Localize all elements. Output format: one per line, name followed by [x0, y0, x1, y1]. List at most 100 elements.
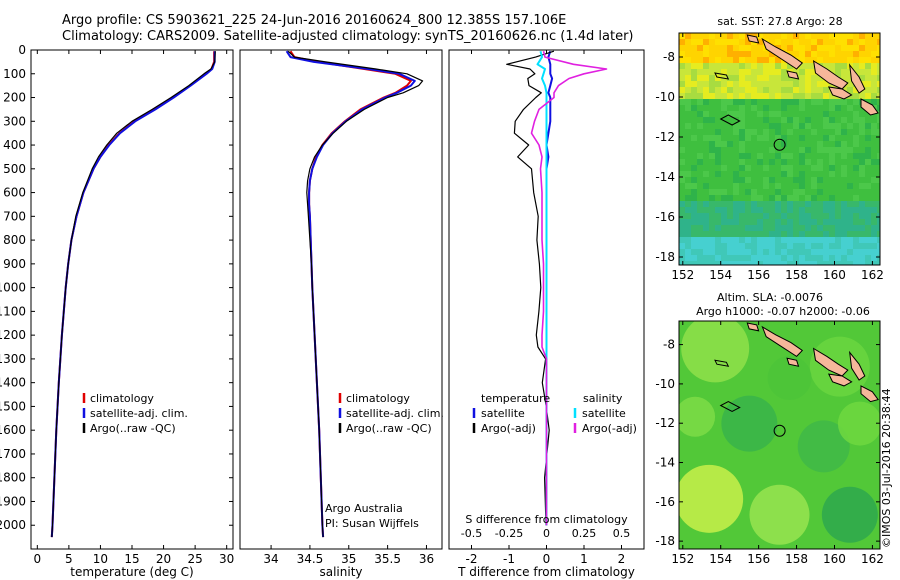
- map-sst_map: 152 154 156 158 160 162 -8 -10 -12 -14 -16 -18: [655, 32, 884, 282]
- y-tick-label: -10: [655, 377, 675, 391]
- x-tick-label: 154: [709, 552, 732, 566]
- legend-title-temperature: temperature: [481, 392, 550, 405]
- x-tick-label: 30: [219, 552, 234, 566]
- x-tick-label: -1: [503, 552, 515, 566]
- x-tick-label: 1: [580, 552, 588, 566]
- y-tick-label: -12: [655, 130, 675, 144]
- sst-map-title: sat. SST: 27.8 Argo: 28: [717, 15, 842, 28]
- island-shape: [761, 325, 804, 358]
- y-tick-label: -14: [655, 170, 675, 184]
- plot-frame-salinity: [239, 49, 443, 550]
- legend-label: satellite: [582, 407, 626, 420]
- x-axis-label: temperature (deg C): [70, 565, 193, 579]
- y-tick-label: 700: [3, 209, 26, 223]
- y-tick-label: 1100: [0, 304, 26, 318]
- y-tick-label: 1000: [0, 281, 26, 295]
- map-sla_map: 152 154 156 158 160 162 -8 -10 -12 -14 -16 -18: [655, 320, 884, 566]
- x-tick-label: 162: [861, 268, 884, 282]
- map-frame: [678, 320, 881, 550]
- x-tick-label: 162: [861, 552, 884, 566]
- reef-outline: [719, 401, 741, 412]
- panel-difference: -2 -1 0 1 2T difference from climatology -0.5…: [448, 49, 645, 579]
- legend-label: Argo(..raw -QC): [90, 422, 176, 435]
- y-tick-label: 600: [3, 186, 26, 200]
- panel-salinity: 34 34.5 35 35.5 36 salinity climatology satelli…: [239, 49, 444, 579]
- sla-map-title-line1: Altim. SLA: -0.0076: [717, 291, 823, 304]
- island-shape: [761, 37, 804, 70]
- series-line-diff-1: [506, 50, 555, 526]
- y-tick-label: -12: [655, 416, 675, 430]
- timestamp-stamp: ©IMOS 03-Jul-2016 20:38:44: [880, 388, 893, 548]
- sla-map-title-line2: Argo h1000: -0.07 h2000: -0.06: [696, 305, 870, 318]
- series-line-diff-3: [530, 51, 608, 526]
- x-axis-label: salinity: [319, 565, 362, 579]
- x-tick-label: 160: [823, 552, 846, 566]
- s-tick-label: -0.5: [461, 527, 482, 540]
- legend-label: climatology: [346, 392, 410, 405]
- island-shape: [746, 34, 760, 44]
- y-tick-label: -14: [655, 456, 675, 470]
- y-tick-label: 400: [3, 138, 26, 152]
- island-shape: [848, 63, 866, 94]
- y-tick-label: -16: [655, 210, 675, 224]
- legend-label: satellite-adj. clim.: [346, 407, 444, 420]
- x-tick-label: 158: [785, 268, 808, 282]
- annotation-line1: Argo Australia: [325, 502, 403, 515]
- x-tick-label: 20: [156, 552, 171, 566]
- legend-label: satellite: [481, 407, 525, 420]
- y-tick-label: 1500: [0, 399, 26, 413]
- y-tick-label: 1800: [0, 471, 26, 485]
- argo-position-marker: [773, 138, 786, 151]
- s-tick-label: 0.5: [613, 527, 631, 540]
- island-shape: [860, 385, 879, 403]
- y-tick-label: 500: [3, 162, 26, 176]
- x-tick-label: 15: [124, 552, 139, 566]
- y-tick-label: -10: [655, 90, 675, 104]
- panel-temperature: 0100200300400500600700800900100011001200…: [0, 43, 234, 579]
- y-tick-label: 300: [3, 114, 26, 128]
- x-tick-label: 160: [823, 268, 846, 282]
- x-tick-label: 156: [747, 552, 770, 566]
- argo-position-marker: [773, 424, 786, 437]
- y-tick-label: 800: [3, 233, 26, 247]
- x-tick-label: 156: [747, 268, 770, 282]
- island-shape: [812, 60, 849, 90]
- y-tick-label: 1200: [0, 328, 26, 342]
- island-shape: [786, 357, 800, 367]
- y-tick-label: 1600: [0, 423, 26, 437]
- map-field-sla_map: [679, 321, 880, 549]
- reef-outline: [714, 72, 730, 80]
- island-shape: [746, 322, 760, 332]
- s-tick-label: -0.25: [495, 527, 523, 540]
- x-tick-label: -2: [466, 552, 478, 566]
- map-field-sst_map: [679, 33, 880, 265]
- island-shape: [827, 373, 853, 387]
- x-tick-label: 10: [93, 552, 108, 566]
- x-tick-label: 35: [341, 552, 356, 566]
- map-frame: [678, 32, 881, 266]
- x-tick-label: 5: [65, 552, 73, 566]
- legend-label: Argo(-adj): [582, 422, 637, 435]
- x-tick-label: 36: [419, 552, 434, 566]
- series-line-sal-2: [287, 50, 424, 538]
- y-tick-label: -8: [663, 50, 675, 64]
- y-tick-label: 1300: [0, 352, 26, 366]
- y-tick-label: 1400: [0, 376, 26, 390]
- x-tick-label: 152: [671, 268, 694, 282]
- x-tick-label: 152: [671, 552, 694, 566]
- reef-outline: [714, 359, 730, 367]
- figure-title-line1: Argo profile: CS 5903621_225 24-Jun-2016…: [62, 13, 567, 28]
- legend-title-salinity: salinity: [583, 392, 623, 405]
- y-tick-label: -18: [655, 534, 675, 548]
- y-tick-label: 1900: [0, 494, 26, 508]
- reef-outline: [719, 114, 741, 126]
- legend-label: Argo(..raw -QC): [346, 422, 432, 435]
- x-axis-label: T difference from climatology: [457, 565, 635, 579]
- legend-label: Argo(-adj): [481, 422, 536, 435]
- y-tick-label: 1700: [0, 447, 26, 461]
- y-tick-label: 900: [3, 257, 26, 271]
- y-tick-label: 200: [3, 91, 26, 105]
- legend-label: climatology: [90, 392, 154, 405]
- s-tick-label: 0: [543, 527, 550, 540]
- x-tick-label: 2: [618, 552, 626, 566]
